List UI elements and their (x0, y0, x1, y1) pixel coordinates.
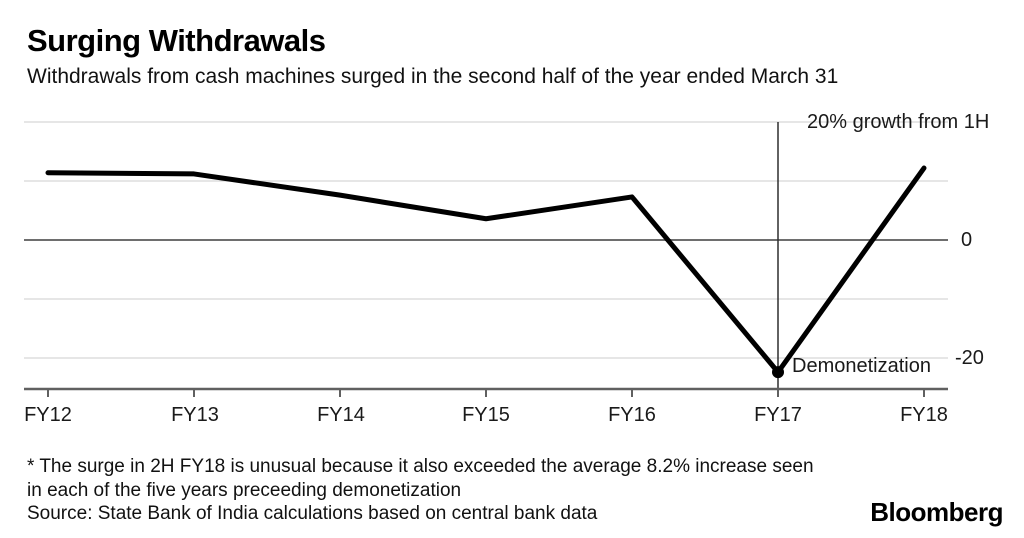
x-axis-label-fy14: FY14 (317, 404, 365, 426)
line-chart (24, 121, 948, 397)
y-axis-label-top: 20% growth from 1H (807, 111, 990, 133)
annotation-dot (772, 366, 784, 379)
footnote-line-1: * The surge in 2H FY18 is unusual becaus… (27, 456, 814, 477)
source-line: Source: State Bank of India calculations… (27, 503, 598, 524)
x-axis-label-fy16: FY16 (608, 404, 656, 426)
annotation-label-demonetization: Demonetization (792, 355, 931, 377)
bloomberg-logo: Bloomberg (870, 497, 1003, 527)
page-title: Surging Withdrawals (27, 23, 326, 58)
x-axis-label-fy18: FY18 (900, 404, 948, 426)
y-axis-label-neg20: -20 (955, 347, 984, 369)
footnote: * The surge in 2H FY18 is unusual becaus… (27, 455, 814, 502)
footnote-line-2: in each of the five years preceeding dem… (27, 479, 462, 501)
x-axis-label-fy15: FY15 (462, 404, 510, 426)
chart-subtitle: Withdrawals from cash machines surged in… (27, 65, 839, 88)
x-axis-label-fy17: FY17 (754, 404, 802, 426)
x-axis-label-fy13: FY13 (171, 404, 219, 426)
x-axis-label-fy12: FY12 (24, 404, 72, 426)
y-axis-label-zero: 0 (961, 229, 973, 251)
data-line (45, 165, 927, 375)
